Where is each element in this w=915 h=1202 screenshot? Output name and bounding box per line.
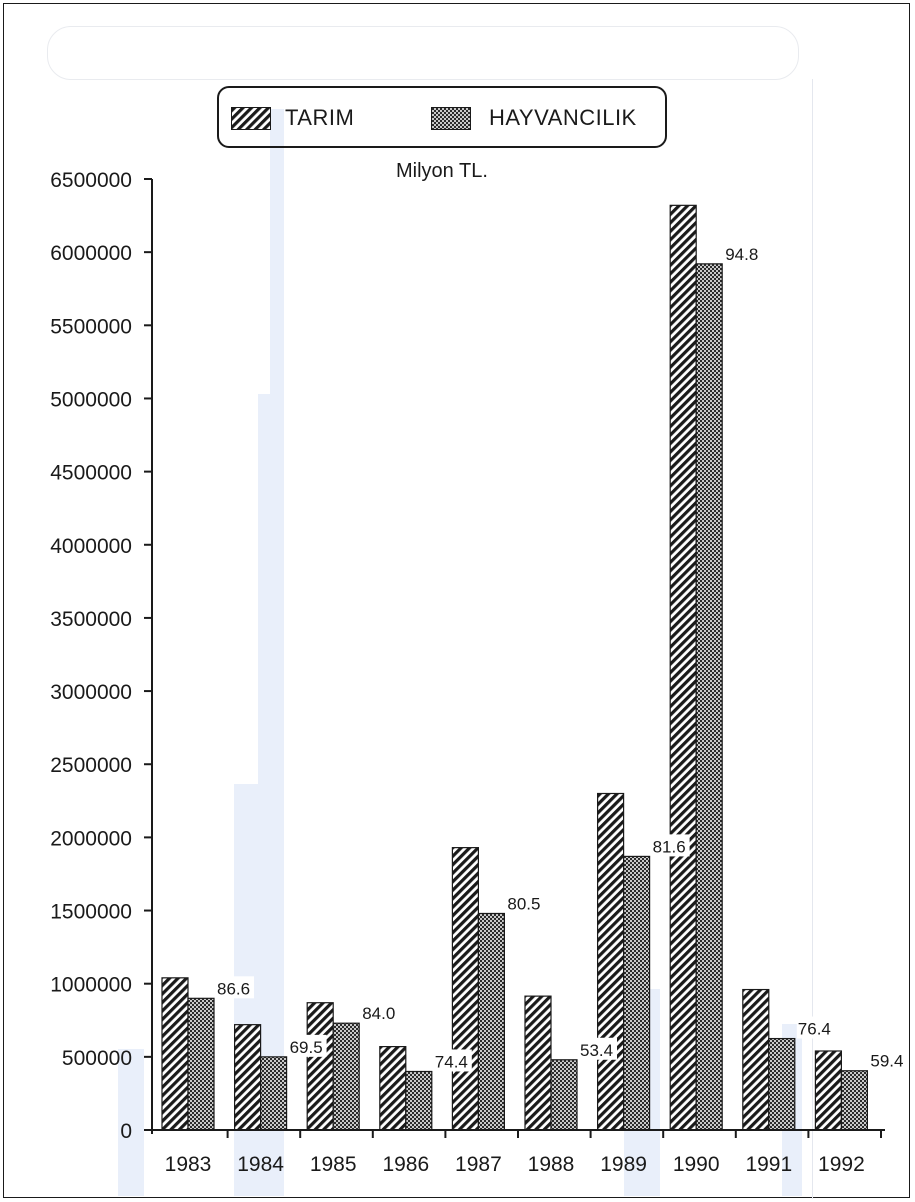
data-label-bg [869, 1048, 908, 1071]
data-label: 59.4 [870, 1052, 903, 1071]
y-tick-label: 4500000 [50, 462, 132, 485]
bar-hayvancilik [477, 912, 505, 1131]
data-label-bg [579, 1037, 617, 1060]
bar-hayvancilik [187, 997, 215, 1131]
bar-hayvancilik [768, 1037, 796, 1131]
chart-legend: TARIM HAYVANCILIK [217, 86, 667, 148]
bleed-through-bar [118, 1049, 144, 1196]
bar-tarim [669, 204, 697, 1131]
data-label-bg [651, 834, 690, 857]
y-tick-label: 2500000 [50, 754, 132, 777]
x-tick-label: 1985 [310, 1153, 357, 1176]
data-label: 86.6 [217, 979, 250, 998]
bar-hayvancilik [550, 1059, 578, 1131]
data-label: 69.5 [290, 1038, 323, 1057]
bar-hayvancilik [622, 855, 651, 1131]
x-tick-label: 1988 [528, 1153, 575, 1176]
legend-swatch-hayvancilik [431, 107, 471, 130]
data-label-bg [288, 1034, 327, 1057]
bar-hayvancilik [260, 1056, 288, 1131]
x-tick-label: 1987 [455, 1153, 502, 1176]
y-tick-label: 0 [120, 1120, 132, 1143]
bar-tarim [451, 847, 479, 1131]
data-label-bg [796, 1016, 835, 1039]
x-tick-label: 1983 [165, 1153, 212, 1176]
data-label: 81.6 [653, 837, 686, 856]
bar-hayvancilik [840, 1070, 869, 1131]
x-tick-label: 1984 [237, 1153, 284, 1176]
y-tick-label: 5500000 [50, 315, 132, 338]
x-tick-label: 1991 [745, 1153, 792, 1176]
data-label: 74.4 [435, 1052, 468, 1071]
x-tick-label: 1992 [818, 1153, 865, 1176]
bar-hayvancilik [405, 1070, 433, 1131]
y-tick-label: 3500000 [50, 608, 132, 631]
data-label-bg [506, 891, 545, 914]
y-unit-label: Milyon TL. [396, 160, 488, 182]
data-label-bg [724, 241, 763, 264]
data-label: 80.5 [507, 894, 540, 913]
x-tick-label: 1990 [673, 1153, 720, 1176]
bar-tarim [306, 1002, 334, 1131]
y-tick-label: 2000000 [50, 827, 132, 850]
y-tick-label: 3000000 [50, 681, 132, 704]
data-label: 53.4 [580, 1041, 613, 1060]
bar-hayvancilik [695, 263, 723, 1131]
bar-tarim [161, 977, 189, 1131]
bleed-through-bar [270, 109, 284, 399]
y-tick-label: 6500000 [50, 169, 132, 192]
y-tick-label: 5000000 [50, 388, 132, 411]
bleed-through-axis-line [812, 79, 813, 1199]
data-label-bg [433, 1049, 472, 1072]
data-label: 76.4 [798, 1020, 831, 1039]
data-label-bg [361, 1001, 400, 1024]
data-label: 94.8 [725, 245, 758, 264]
legend-label-hayvancilik: HAYVANCILIK [489, 105, 637, 130]
legend-swatch-tarim [231, 107, 271, 130]
y-tick-label: 1000000 [50, 974, 132, 997]
legend-label-tarim: TARIM [285, 105, 355, 130]
x-tick-label: 1986 [382, 1153, 429, 1176]
bar-tarim [596, 792, 625, 1131]
y-tick-label: 500000 [62, 1047, 132, 1070]
bar-tarim [379, 1046, 407, 1131]
bleed-through-legend-outline [47, 26, 799, 80]
bar-tarim [742, 988, 770, 1131]
y-tick-label: 1500000 [50, 901, 132, 924]
data-label: 84.0 [362, 1004, 395, 1023]
x-tick-label: 1989 [600, 1153, 647, 1176]
bar-tarim [524, 995, 552, 1131]
bar-hayvancilik [332, 1022, 360, 1131]
bar-tarim [814, 1050, 843, 1131]
y-tick-label: 4000000 [50, 535, 132, 558]
data-label-bg [216, 976, 254, 999]
bar-tarim [234, 1024, 262, 1131]
y-tick-label: 6000000 [50, 242, 132, 265]
